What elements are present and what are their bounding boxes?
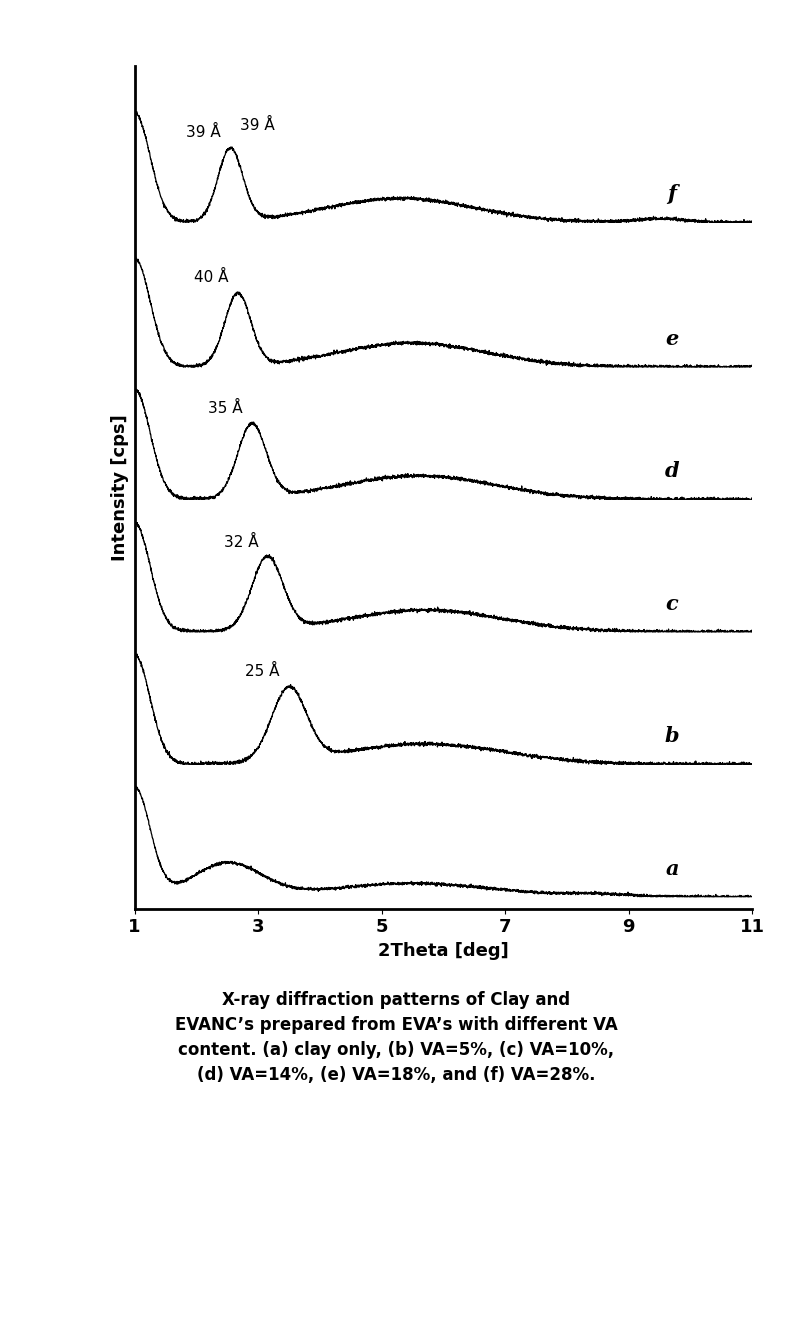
Text: b: b <box>664 726 680 747</box>
Text: 40 Å: 40 Å <box>194 270 229 286</box>
Text: d: d <box>664 461 680 481</box>
X-axis label: 2Theta [deg]: 2Theta [deg] <box>378 942 509 960</box>
Text: c: c <box>666 594 679 614</box>
Text: a: a <box>665 859 679 878</box>
Text: X-ray diffraction patterns of Clay and
EVANC’s prepared from EVA’s with differen: X-ray diffraction patterns of Clay and E… <box>174 990 618 1084</box>
Text: f: f <box>668 184 676 204</box>
Text: 39 Å: 39 Å <box>240 119 274 133</box>
Text: 39 Å: 39 Å <box>186 125 221 141</box>
Text: 35 Å: 35 Å <box>208 400 243 416</box>
Y-axis label: Intensity [cps]: Intensity [cps] <box>111 414 129 561</box>
Text: 32 Å: 32 Å <box>223 535 258 549</box>
Text: e: e <box>665 329 679 349</box>
Text: 25 Å: 25 Å <box>246 664 280 680</box>
